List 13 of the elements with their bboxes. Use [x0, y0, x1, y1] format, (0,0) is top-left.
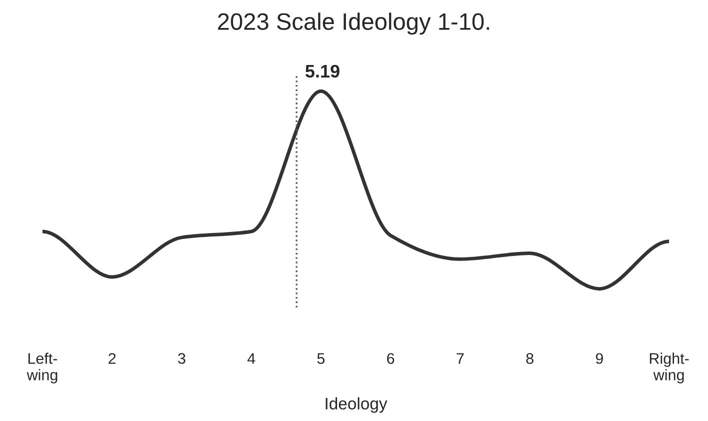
chart-title: 2023 Scale Ideology 1-10.	[218, 12, 490, 35]
x-tick-label: 9	[596, 353, 603, 364]
x-tick-label: Right- wing	[650, 352, 689, 384]
x-tick-label: 5	[317, 353, 325, 364]
x-tick-label: 3	[178, 353, 186, 364]
x-tick-label: 4	[247, 353, 256, 364]
x-tick-label: 8	[526, 353, 534, 364]
x-tick-label: 6	[387, 353, 394, 364]
text: 5.19	[306, 64, 340, 78]
x-axis-title: Ideology	[326, 397, 388, 413]
x-tick-label: Left- wing	[26, 352, 58, 384]
x-tick-label: 7	[456, 353, 464, 364]
x-tick-label: 2	[108, 353, 116, 364]
